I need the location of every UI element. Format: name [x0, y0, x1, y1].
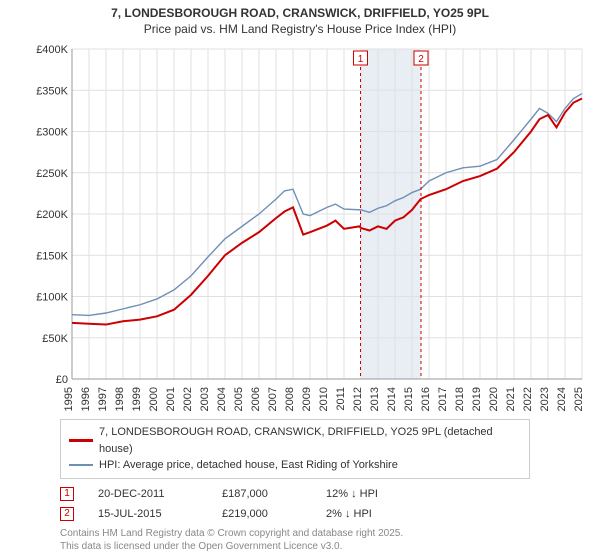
- tx-date: 20-DEC-2011: [98, 488, 198, 500]
- svg-text:2005: 2005: [233, 387, 245, 411]
- svg-text:£250K: £250K: [36, 168, 68, 180]
- svg-text:£300K: £300K: [36, 127, 68, 139]
- svg-text:1997: 1997: [97, 387, 109, 411]
- svg-text:2013: 2013: [369, 387, 381, 411]
- line-chart-svg: £0 £50K £100K £150K £200K £250K £300K £350K £400…: [30, 43, 590, 413]
- svg-text:1998: 1998: [114, 387, 126, 411]
- svg-text:£0: £0: [56, 374, 68, 386]
- svg-text:2011: 2011: [335, 387, 347, 411]
- svg-text:2002: 2002: [182, 387, 194, 411]
- tx-delta: 12% ↓ HPI: [326, 488, 416, 500]
- svg-text:2008: 2008: [284, 387, 296, 411]
- legend-box: 7, LONDESBOROUGH ROAD, CRANSWICK, DRIFFI…: [60, 419, 530, 479]
- svg-text:£50K: £50K: [42, 333, 68, 345]
- plot-area: £0 £50K £100K £150K £200K £250K £300K £350K £400…: [30, 43, 590, 413]
- footer-line1: Contains HM Land Registry data © Crown c…: [60, 527, 590, 540]
- svg-text:1996: 1996: [80, 387, 92, 411]
- svg-text:1999: 1999: [131, 387, 143, 411]
- legend-swatch-2: [69, 464, 93, 466]
- svg-text:£350K: £350K: [36, 85, 68, 97]
- svg-text:2024: 2024: [556, 387, 568, 411]
- svg-text:£400K: £400K: [36, 44, 68, 56]
- svg-text:2007: 2007: [267, 387, 279, 411]
- svg-text:2004: 2004: [216, 387, 228, 411]
- svg-text:2000: 2000: [148, 387, 160, 411]
- svg-text:2010: 2010: [318, 387, 330, 411]
- svg-text:2015: 2015: [403, 387, 415, 411]
- footer-line2: This data is licensed under the Open Gov…: [60, 540, 590, 553]
- tx-marker: 2: [60, 507, 74, 521]
- svg-text:2020: 2020: [488, 387, 500, 411]
- svg-text:2021: 2021: [505, 387, 517, 411]
- transaction-row: 1 20-DEC-2011 £187,000 12% ↓ HPI: [60, 487, 590, 501]
- svg-text:2: 2: [418, 54, 424, 65]
- svg-text:2023: 2023: [539, 387, 551, 411]
- footer: Contains HM Land Registry data © Crown c…: [60, 527, 590, 553]
- svg-text:2012: 2012: [352, 387, 364, 411]
- svg-text:£200K: £200K: [36, 209, 68, 221]
- svg-text:2017: 2017: [437, 387, 449, 411]
- chart-title-line1: 7, LONDESBOROUGH ROAD, CRANSWICK, DRIFFI…: [10, 6, 590, 22]
- legend-row-1: 7, LONDESBOROUGH ROAD, CRANSWICK, DRIFFI…: [69, 424, 521, 457]
- svg-text:2019: 2019: [471, 387, 483, 411]
- svg-text:£150K: £150K: [36, 250, 68, 262]
- svg-text:2009: 2009: [301, 387, 313, 411]
- legend-row-2: HPI: Average price, detached house, East…: [69, 457, 521, 474]
- tx-date: 15-JUL-2015: [98, 508, 198, 520]
- chart-container: 7, LONDESBOROUGH ROAD, CRANSWICK, DRIFFI…: [0, 0, 600, 560]
- legend-swatch-1: [69, 439, 93, 442]
- svg-text:2014: 2014: [386, 387, 398, 411]
- tx-price: £187,000: [222, 488, 302, 500]
- chart-title-line2: Price paid vs. HM Land Registry's House …: [10, 22, 590, 38]
- legend-label-2: HPI: Average price, detached house, East…: [99, 457, 398, 474]
- transaction-row: 2 15-JUL-2015 £219,000 2% ↓ HPI: [60, 507, 590, 521]
- tx-delta: 2% ↓ HPI: [326, 508, 416, 520]
- transaction-rows: 1 20-DEC-2011 £187,000 12% ↓ HPI 2 15-JUL-201…: [60, 487, 590, 521]
- svg-text:2016: 2016: [420, 387, 432, 411]
- svg-text:2022: 2022: [522, 387, 534, 411]
- tx-price: £219,000: [222, 508, 302, 520]
- tx-marker: 1: [60, 487, 74, 501]
- svg-text:1995: 1995: [63, 387, 75, 411]
- legend-label-1: 7, LONDESBOROUGH ROAD, CRANSWICK, DRIFFI…: [99, 424, 521, 457]
- svg-text:£100K: £100K: [36, 292, 68, 304]
- svg-text:2001: 2001: [165, 387, 177, 411]
- svg-text:2003: 2003: [199, 387, 211, 411]
- svg-text:1: 1: [358, 54, 364, 65]
- svg-text:2025: 2025: [573, 387, 585, 411]
- svg-text:2018: 2018: [454, 387, 466, 411]
- svg-text:2006: 2006: [250, 387, 262, 411]
